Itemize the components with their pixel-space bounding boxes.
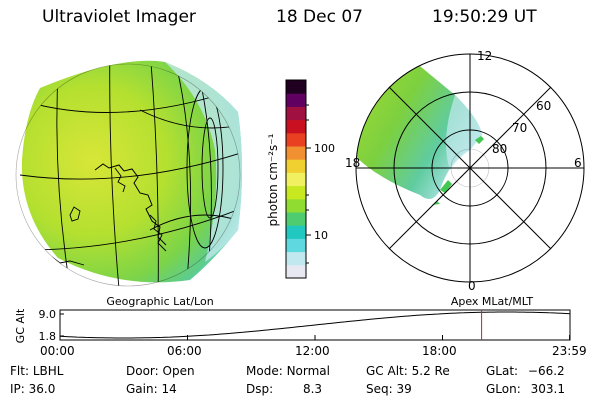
colorbar-swatch [286, 159, 306, 173]
mlt-label-12: 12 [477, 49, 492, 63]
polar-caption: Apex MLat/MLT [451, 295, 534, 308]
globe-caption: Geographic Lat/Lon [106, 295, 213, 308]
altitude-ylabel: GC Alt [14, 308, 27, 343]
colorbar-swatch [286, 172, 306, 187]
status-door: Door: Open [126, 364, 195, 378]
mlat-label-80: 80 [492, 142, 507, 156]
time-tick-0600: 06:00 [167, 344, 202, 358]
colorbar-swatch [286, 264, 306, 279]
colorbar-swatch [286, 225, 306, 239]
colorbar-swatch [286, 198, 306, 213]
altitude-curve [59, 311, 571, 339]
mlt-label-0: 0 [468, 279, 476, 293]
colorbar-swatch [286, 251, 306, 266]
globe-image [15, 60, 243, 287]
colorbar-label: photon cm⁻²s⁻¹ [266, 133, 280, 226]
altitude-ytick-1-8: 1.8 [39, 330, 57, 343]
polar-image [355, 53, 585, 283]
colorbar-swatch [286, 185, 306, 200]
mlt-label-6: 6 [574, 156, 582, 170]
observation-time: 19:50:29 UT [432, 7, 537, 27]
colorbar-swatch [286, 80, 306, 94]
colorbar-swatch [286, 119, 306, 134]
colorbar-tick-10: 10 [314, 229, 328, 242]
instrument-title: Ultraviolet Imager [42, 7, 196, 27]
colorbar: 100 10 photon cm⁻²s⁻¹ [266, 79, 335, 279]
status-seq: Seq: 39 [366, 382, 412, 396]
status-gain: Gain: 14 [126, 382, 177, 396]
altitude-plot [59, 309, 571, 341]
observation-date: 18 Dec 07 [276, 7, 363, 27]
mlat-label-70: 70 [512, 121, 527, 135]
colorbar-swatch [286, 146, 306, 160]
colorbar-swatch [286, 106, 306, 121]
time-tick-2359: 23:59 [552, 344, 587, 358]
colorbar-tick-100: 100 [314, 142, 335, 155]
status-glat: GLat: −66.2 [486, 364, 565, 378]
colorbar-swatch [286, 132, 306, 147]
colorbar-swatch [286, 238, 306, 253]
colorbar-swatch [286, 212, 306, 226]
status-flt: Flt: LBHL [10, 364, 64, 378]
time-tick-1800: 18:00 [422, 344, 457, 358]
status-glon: GLon: 303.1 [486, 382, 565, 396]
time-tick-1200: 12:00 [295, 344, 330, 358]
mlt-label-18: 18 [345, 156, 360, 170]
time-tick-0000: 00:00 [40, 344, 75, 358]
altitude-ytick-9: 9.0 [39, 308, 57, 321]
status-mode: Mode: Normal [246, 364, 330, 378]
status-dsp: Dsp: 8.3 [246, 382, 323, 396]
status-ip: IP: 36.0 [10, 382, 56, 396]
colorbar-swatch [286, 93, 306, 107]
status-gc-alt: GC Alt: 5.2 Re [366, 364, 450, 378]
mlat-label-60: 60 [536, 99, 551, 113]
